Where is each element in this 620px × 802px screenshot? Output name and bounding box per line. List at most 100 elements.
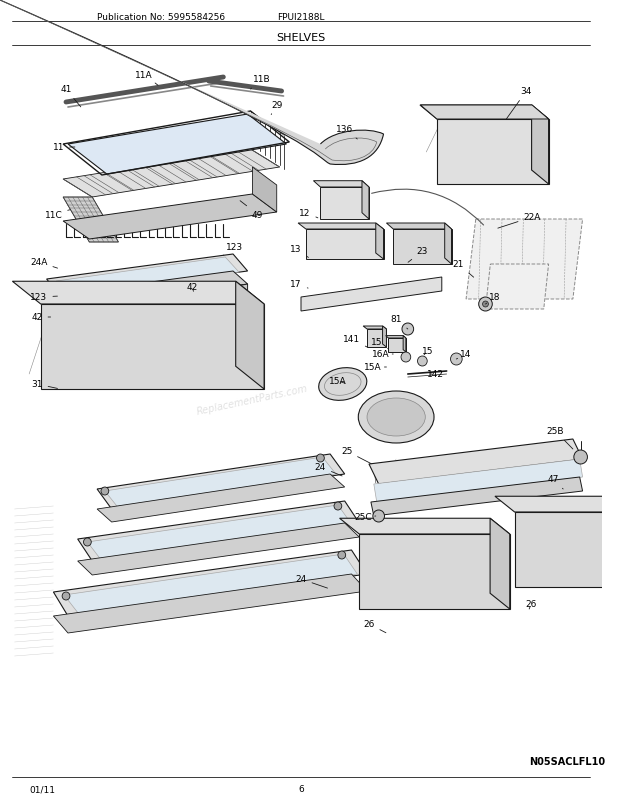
Ellipse shape bbox=[319, 368, 367, 401]
Polygon shape bbox=[12, 282, 264, 305]
Polygon shape bbox=[97, 455, 345, 509]
Polygon shape bbox=[53, 574, 367, 634]
Polygon shape bbox=[386, 336, 406, 338]
Polygon shape bbox=[376, 224, 384, 260]
Text: N05SACLFL10: N05SACLFL10 bbox=[529, 756, 605, 766]
Polygon shape bbox=[369, 439, 583, 484]
Text: 12: 12 bbox=[299, 209, 318, 219]
Text: 11C: 11C bbox=[45, 210, 70, 219]
Circle shape bbox=[482, 302, 489, 308]
Polygon shape bbox=[46, 255, 247, 297]
Polygon shape bbox=[420, 106, 549, 119]
Circle shape bbox=[62, 592, 70, 600]
Circle shape bbox=[334, 502, 342, 510]
Text: ReplacementParts.com: ReplacementParts.com bbox=[196, 383, 309, 416]
Polygon shape bbox=[41, 305, 264, 390]
Text: Publication No: 5995584256: Publication No: 5995584256 bbox=[97, 13, 225, 22]
Text: 24: 24 bbox=[315, 463, 342, 476]
Polygon shape bbox=[306, 229, 384, 260]
Polygon shape bbox=[105, 457, 336, 508]
Text: 6: 6 bbox=[298, 784, 304, 793]
Text: 81: 81 bbox=[391, 315, 408, 330]
Circle shape bbox=[451, 354, 462, 366]
Text: 21: 21 bbox=[453, 260, 474, 277]
Circle shape bbox=[317, 455, 324, 463]
Text: 49: 49 bbox=[240, 201, 263, 219]
Text: 24A: 24A bbox=[30, 258, 58, 269]
Polygon shape bbox=[374, 460, 583, 502]
Text: 24: 24 bbox=[295, 575, 327, 589]
Circle shape bbox=[338, 551, 346, 559]
Text: 41: 41 bbox=[60, 85, 81, 107]
Polygon shape bbox=[340, 519, 510, 534]
Polygon shape bbox=[367, 330, 386, 347]
PathPatch shape bbox=[0, 131, 384, 802]
Text: 15: 15 bbox=[422, 347, 433, 356]
Text: 14: 14 bbox=[456, 350, 472, 359]
Text: 42: 42 bbox=[31, 313, 51, 322]
Polygon shape bbox=[490, 519, 510, 610]
Polygon shape bbox=[194, 285, 247, 306]
Text: FPUI2188L: FPUI2188L bbox=[277, 13, 325, 22]
Text: 136: 136 bbox=[336, 125, 357, 140]
Polygon shape bbox=[46, 308, 99, 329]
Text: 15: 15 bbox=[371, 338, 388, 350]
Polygon shape bbox=[97, 475, 345, 522]
Circle shape bbox=[417, 357, 427, 367]
Polygon shape bbox=[68, 115, 286, 175]
Polygon shape bbox=[485, 265, 549, 310]
Circle shape bbox=[479, 298, 492, 312]
Polygon shape bbox=[362, 181, 369, 220]
Text: 25C: 25C bbox=[354, 512, 376, 522]
Circle shape bbox=[402, 323, 414, 335]
Polygon shape bbox=[515, 512, 620, 587]
Circle shape bbox=[401, 353, 410, 363]
Polygon shape bbox=[298, 224, 384, 229]
Ellipse shape bbox=[367, 399, 425, 436]
Polygon shape bbox=[64, 554, 357, 615]
Polygon shape bbox=[63, 195, 277, 240]
Polygon shape bbox=[87, 505, 352, 561]
Polygon shape bbox=[78, 524, 359, 575]
Polygon shape bbox=[403, 336, 406, 353]
Text: 17: 17 bbox=[290, 280, 308, 290]
Polygon shape bbox=[63, 198, 118, 243]
Text: 23: 23 bbox=[408, 247, 428, 263]
Text: 11: 11 bbox=[53, 144, 75, 152]
Text: 25: 25 bbox=[341, 447, 371, 464]
Circle shape bbox=[574, 451, 587, 464]
Polygon shape bbox=[363, 326, 386, 330]
Text: 22A: 22A bbox=[498, 213, 541, 229]
Text: 42: 42 bbox=[187, 283, 198, 292]
Text: 16A: 16A bbox=[372, 350, 393, 359]
Polygon shape bbox=[386, 224, 451, 229]
Polygon shape bbox=[301, 277, 442, 312]
Polygon shape bbox=[445, 224, 451, 265]
Polygon shape bbox=[46, 272, 247, 310]
Ellipse shape bbox=[358, 391, 434, 444]
Text: 29: 29 bbox=[271, 100, 283, 115]
Polygon shape bbox=[466, 220, 583, 300]
Text: 13: 13 bbox=[290, 245, 308, 258]
Polygon shape bbox=[236, 282, 264, 390]
Polygon shape bbox=[53, 550, 367, 616]
Polygon shape bbox=[393, 229, 451, 265]
Polygon shape bbox=[388, 338, 406, 353]
Text: 15A: 15A bbox=[329, 377, 347, 386]
Polygon shape bbox=[56, 257, 239, 297]
Text: 123: 123 bbox=[30, 294, 58, 302]
Text: 31: 31 bbox=[31, 380, 58, 389]
Text: 01/11: 01/11 bbox=[29, 784, 55, 793]
Text: 26: 26 bbox=[363, 620, 386, 633]
Circle shape bbox=[101, 488, 108, 496]
Polygon shape bbox=[420, 106, 549, 119]
Polygon shape bbox=[314, 181, 369, 188]
Text: 141: 141 bbox=[343, 335, 367, 347]
Text: 25B: 25B bbox=[547, 427, 573, 449]
Text: 18: 18 bbox=[485, 294, 501, 305]
Polygon shape bbox=[359, 534, 510, 610]
Text: 15A: 15A bbox=[364, 363, 386, 372]
Polygon shape bbox=[531, 106, 549, 184]
Polygon shape bbox=[78, 501, 359, 561]
Circle shape bbox=[373, 510, 384, 522]
